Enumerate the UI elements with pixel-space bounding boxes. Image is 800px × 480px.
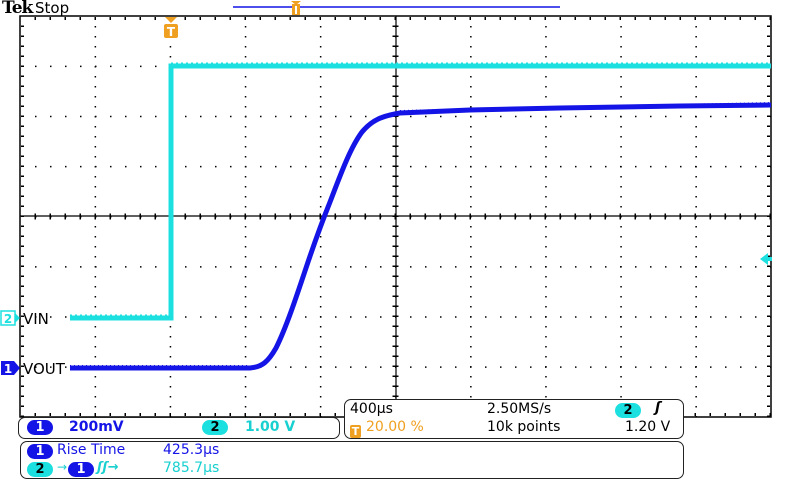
measurements-panel[interactable]: 1 Rise Time 425.3µs 2 → 1 ʃʃ→ 785.7µs [20, 441, 684, 479]
ch1-waveform [70, 102, 772, 371]
measurement-value: 785.7µs [163, 460, 220, 476]
graticule-dots [21, 17, 772, 418]
trigger-position-record-icon [291, 1, 301, 15]
ch1-ground-marker: 1 [1, 361, 20, 376]
record-length: 10k points [487, 419, 561, 435]
measurement-source-badge: 1 [27, 444, 53, 459]
trigger-level: 1.20 V [625, 419, 671, 435]
ch1-label: VOUT [23, 360, 66, 378]
trigger-icon: T [350, 425, 361, 438]
ch1-badge[interactable]: 1 [27, 420, 53, 435]
trigger-level-marker [760, 253, 768, 265]
ch2-ground-marker: 2 [0, 310, 20, 326]
measurement-name: Rise Time [57, 442, 126, 458]
trigger-position: 20.00 % [366, 419, 424, 435]
brand-logo: Tek [2, 0, 33, 18]
ch2-label: VIN [23, 310, 49, 328]
rising-edge-icon: ʃ [655, 400, 661, 416]
ch2-badge[interactable]: 2 [202, 420, 228, 435]
trigger-source-badge[interactable]: 2 [615, 403, 641, 418]
ch2-scale: 1.00 V [245, 419, 296, 435]
rise-rise-edges-icon: ʃʃ→ [97, 460, 119, 475]
measurement-value: 425.3µs [163, 442, 220, 458]
measurement-target-badge: 1 [68, 462, 94, 477]
arrow-icon: → [57, 460, 68, 474]
acquisition-status: Stop [35, 0, 70, 17]
measurement-source-badge: 2 [27, 462, 53, 477]
ch2-waveform [70, 62, 771, 321]
svg-text:1: 1 [4, 362, 12, 376]
sample-rate: 2.50MS/s [487, 401, 552, 417]
svg-text:T: T [167, 25, 176, 39]
ch1-scale: 200mV [69, 419, 124, 435]
horizontal-trigger-panel[interactable]: 400µs 2.50MS/s 2 ʃ T 20.00 % 10k points … [344, 399, 684, 439]
vertical-scale-panel[interactable]: 1 200mV 2 1.00 V [18, 417, 340, 439]
trigger-position-marker: T [164, 17, 178, 39]
timebase: 400µs [350, 401, 393, 417]
svg-text:2: 2 [4, 312, 12, 326]
